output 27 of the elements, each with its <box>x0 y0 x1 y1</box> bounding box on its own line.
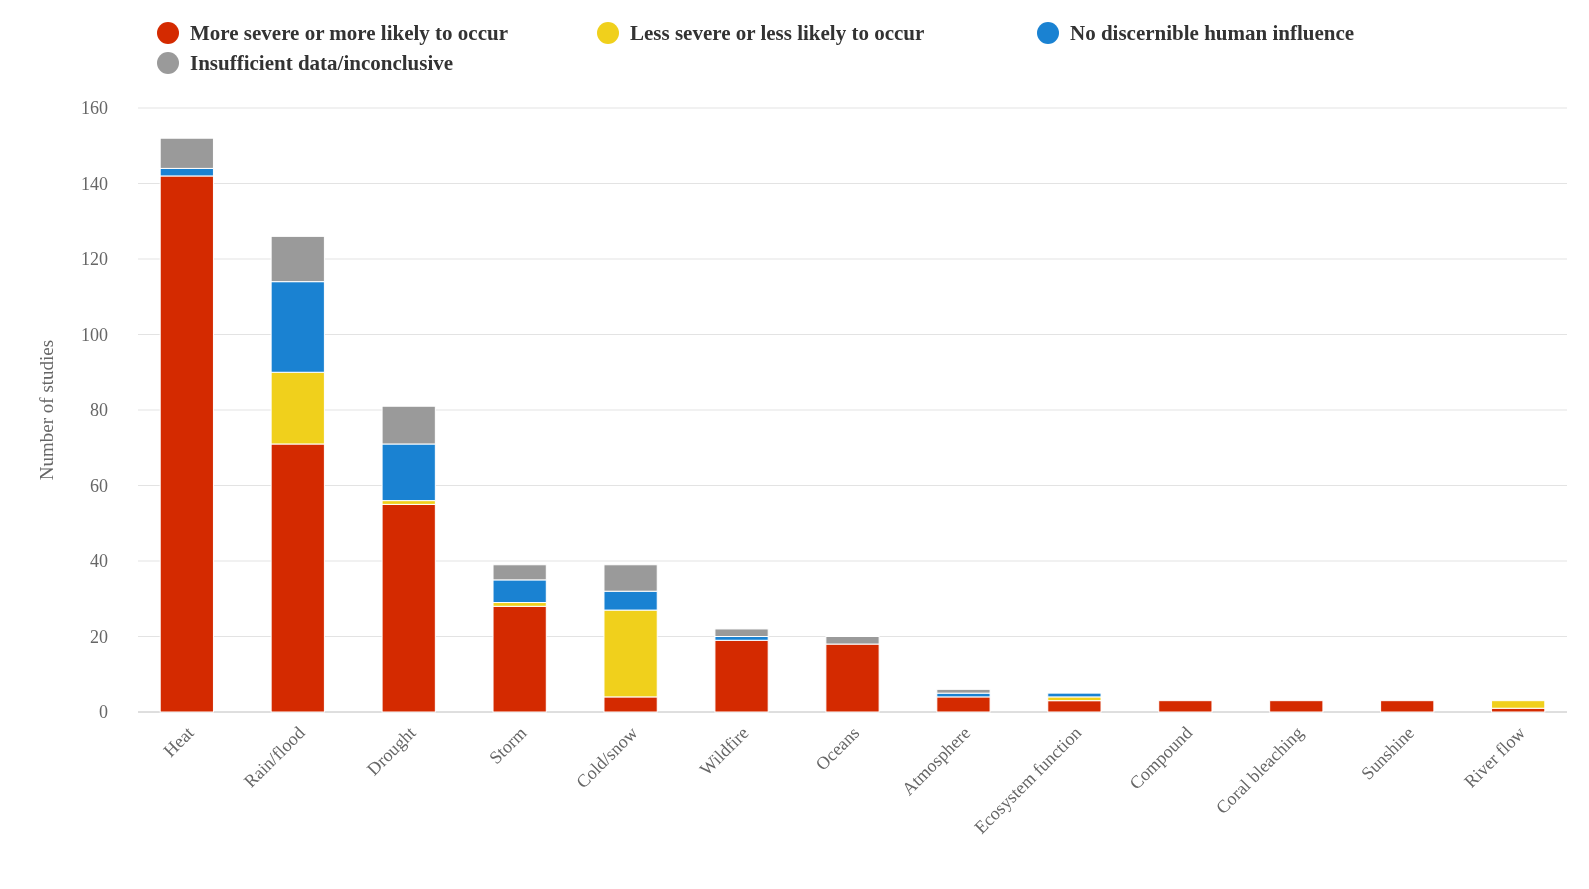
bar <box>714 639 769 713</box>
legend-label: No discernible human influence <box>1070 21 1355 45</box>
y-axis-title: Number of studies <box>36 339 57 481</box>
y-tick-label: 160 <box>81 98 108 119</box>
bar <box>1380 700 1435 713</box>
y-tick-label: 120 <box>81 249 108 270</box>
bar <box>492 605 547 713</box>
y-tick-label: 100 <box>81 324 108 345</box>
bar <box>1269 700 1324 713</box>
x-tick-label: Heat <box>159 722 198 761</box>
bar <box>936 688 991 694</box>
legend-label: Less severe or less likely to occur <box>630 21 925 45</box>
y-tick-label: 0 <box>99 702 108 723</box>
y-tick-label: 80 <box>90 400 108 421</box>
bar <box>1491 700 1546 709</box>
legend-label: Insufficient data/inconclusive <box>190 51 454 75</box>
bar <box>1158 700 1213 713</box>
y-tick-label: 20 <box>90 626 108 647</box>
bar <box>1047 700 1102 713</box>
bar <box>381 503 436 713</box>
y-tick-label: 140 <box>81 173 108 194</box>
y-tick-label: 60 <box>90 475 108 496</box>
y-tick-label: 40 <box>90 551 108 572</box>
legend-label: More severe or more likely to occur <box>190 21 508 45</box>
bar <box>1047 692 1102 698</box>
bar <box>714 628 769 637</box>
bar <box>936 696 991 713</box>
